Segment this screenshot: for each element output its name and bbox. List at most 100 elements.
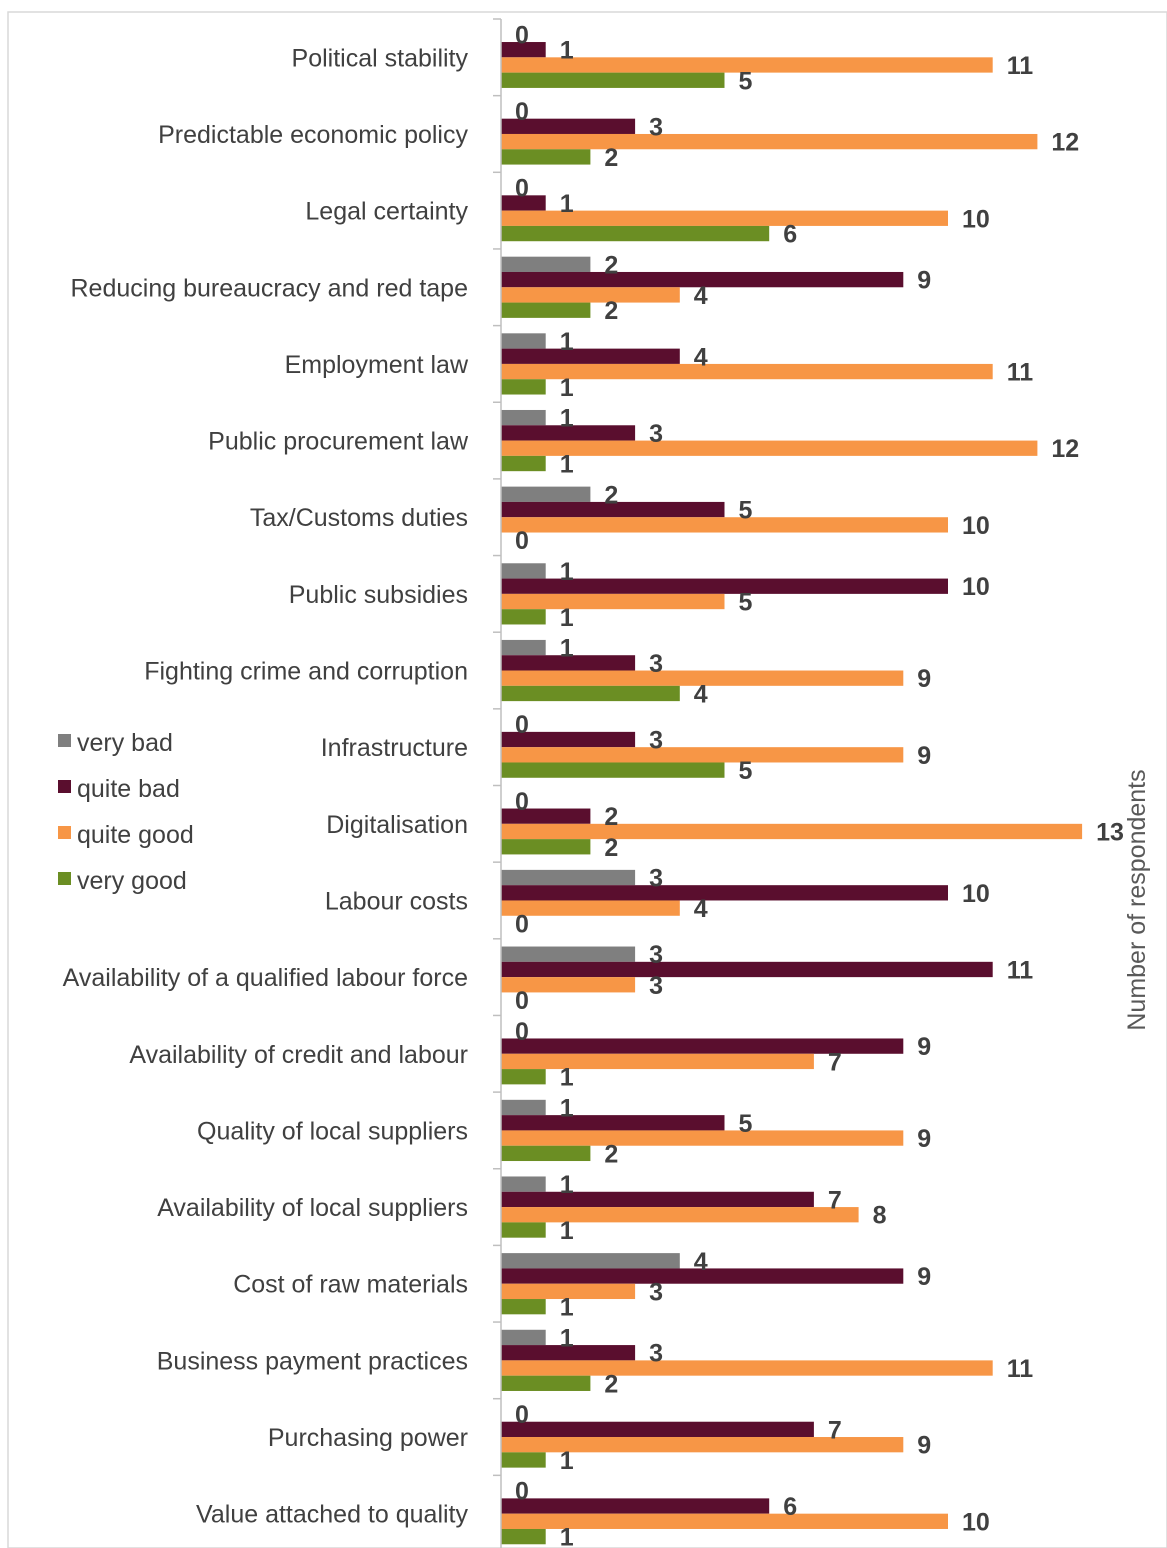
chart-border bbox=[7, 11, 1167, 1548]
category-label: Employment law bbox=[285, 351, 469, 379]
data-label: 0 bbox=[515, 21, 529, 49]
bars-layer bbox=[501, 42, 1083, 1545]
bar bbox=[501, 256, 591, 272]
data-label: 0 bbox=[515, 98, 529, 126]
bar bbox=[501, 486, 591, 502]
bar bbox=[501, 1207, 859, 1223]
bar bbox=[501, 563, 546, 579]
category-label: Public subsidies bbox=[289, 581, 468, 609]
bar bbox=[501, 1130, 904, 1146]
bar bbox=[501, 1053, 814, 1070]
data-label: 1 bbox=[560, 374, 574, 402]
data-label: 9 bbox=[917, 665, 931, 693]
bar bbox=[501, 1528, 546, 1545]
bar bbox=[501, 72, 725, 88]
data-label: 9 bbox=[917, 1033, 931, 1061]
bar bbox=[501, 1437, 904, 1453]
category-label: Availability of local suppliers bbox=[157, 1194, 468, 1222]
axis-layer bbox=[493, 18, 502, 1548]
bar bbox=[501, 1268, 904, 1284]
data-label: 0 bbox=[515, 711, 529, 739]
data-label: 3 bbox=[649, 727, 663, 755]
legend-label: very good bbox=[77, 867, 187, 895]
data-label: 1 bbox=[560, 405, 574, 433]
data-label: 6 bbox=[783, 221, 797, 249]
data-label: 3 bbox=[649, 865, 663, 893]
data-label: 4 bbox=[694, 282, 708, 310]
category-label: Infrastructure bbox=[321, 734, 468, 762]
data-label: 10 bbox=[962, 880, 990, 908]
data-label: 2 bbox=[604, 834, 618, 862]
data-label: 1 bbox=[560, 1524, 574, 1548]
bar bbox=[501, 808, 591, 824]
legend-label: quite bad bbox=[77, 775, 180, 803]
data-label: 1 bbox=[560, 190, 574, 218]
bar bbox=[501, 946, 636, 962]
bar bbox=[501, 885, 948, 901]
bar bbox=[501, 1421, 814, 1438]
data-label: 0 bbox=[515, 527, 529, 555]
bar bbox=[501, 961, 993, 978]
data-label: 12 bbox=[1051, 129, 1079, 157]
category-label: Tax/Customs duties bbox=[250, 504, 468, 532]
bar bbox=[501, 440, 1038, 456]
data-label: 13 bbox=[1096, 818, 1124, 846]
data-label: 10 bbox=[962, 573, 990, 601]
data-label: 4 bbox=[694, 1248, 708, 1276]
data-label: 10 bbox=[962, 1508, 990, 1536]
bar bbox=[501, 302, 591, 318]
bar bbox=[501, 900, 680, 916]
bar bbox=[501, 501, 725, 518]
category-label: Labour costs bbox=[325, 887, 468, 915]
data-label: 7 bbox=[828, 1416, 842, 1444]
category-label: Reducing bureaucracy and red tape bbox=[71, 274, 469, 302]
bar bbox=[501, 149, 591, 165]
legend-label: quite good bbox=[77, 821, 194, 849]
bar bbox=[501, 1452, 546, 1468]
data-label: 1 bbox=[560, 1217, 574, 1245]
bar bbox=[501, 287, 680, 303]
data-label: 9 bbox=[917, 1125, 931, 1153]
data-label: 5 bbox=[739, 497, 753, 525]
data-label: 2 bbox=[604, 481, 618, 509]
data-label: 1 bbox=[560, 451, 574, 479]
data-label: 3 bbox=[649, 972, 663, 1000]
legend-swatch bbox=[58, 826, 71, 839]
data-label: 2 bbox=[604, 803, 618, 831]
data-label: 11 bbox=[1007, 52, 1034, 80]
category-label: Public procurement law bbox=[208, 428, 469, 456]
data-label: 1 bbox=[560, 1447, 574, 1475]
bar bbox=[501, 57, 993, 73]
bar bbox=[501, 1069, 546, 1085]
x-axis-title: Number of respondents bbox=[1123, 769, 1151, 1030]
data-label: 0 bbox=[515, 1018, 529, 1046]
data-label: 10 bbox=[962, 205, 990, 233]
legend-swatch bbox=[58, 780, 71, 793]
data-label: 5 bbox=[739, 757, 753, 785]
data-label: 4 bbox=[694, 895, 708, 923]
data-label: 3 bbox=[649, 650, 663, 678]
data-label: 0 bbox=[515, 1478, 529, 1506]
bar bbox=[501, 747, 904, 763]
data-label: 9 bbox=[917, 267, 931, 295]
data-label: 12 bbox=[1051, 435, 1079, 463]
data-label: 1 bbox=[560, 1294, 574, 1322]
category-label: Predictable economic policy bbox=[158, 121, 468, 149]
data-label: 2 bbox=[604, 1370, 618, 1398]
category-label: Political stability bbox=[292, 44, 469, 72]
legend-swatch bbox=[58, 734, 71, 747]
data-label: 3 bbox=[649, 941, 663, 969]
category-label: Availability of credit and labour bbox=[129, 1041, 468, 1069]
data-label: 10 bbox=[962, 512, 990, 540]
data-label: 11 bbox=[1007, 1355, 1034, 1383]
bar bbox=[501, 1099, 546, 1116]
data-label: 3 bbox=[649, 113, 663, 141]
data-label: 1 bbox=[560, 328, 574, 356]
category-label: Digitalisation bbox=[326, 811, 468, 839]
category-label: Business payment practices bbox=[157, 1347, 468, 1375]
bar bbox=[501, 685, 680, 702]
data-label: 3 bbox=[649, 1278, 663, 1306]
data-label: 4 bbox=[694, 680, 708, 708]
data-label: 9 bbox=[917, 1432, 931, 1460]
